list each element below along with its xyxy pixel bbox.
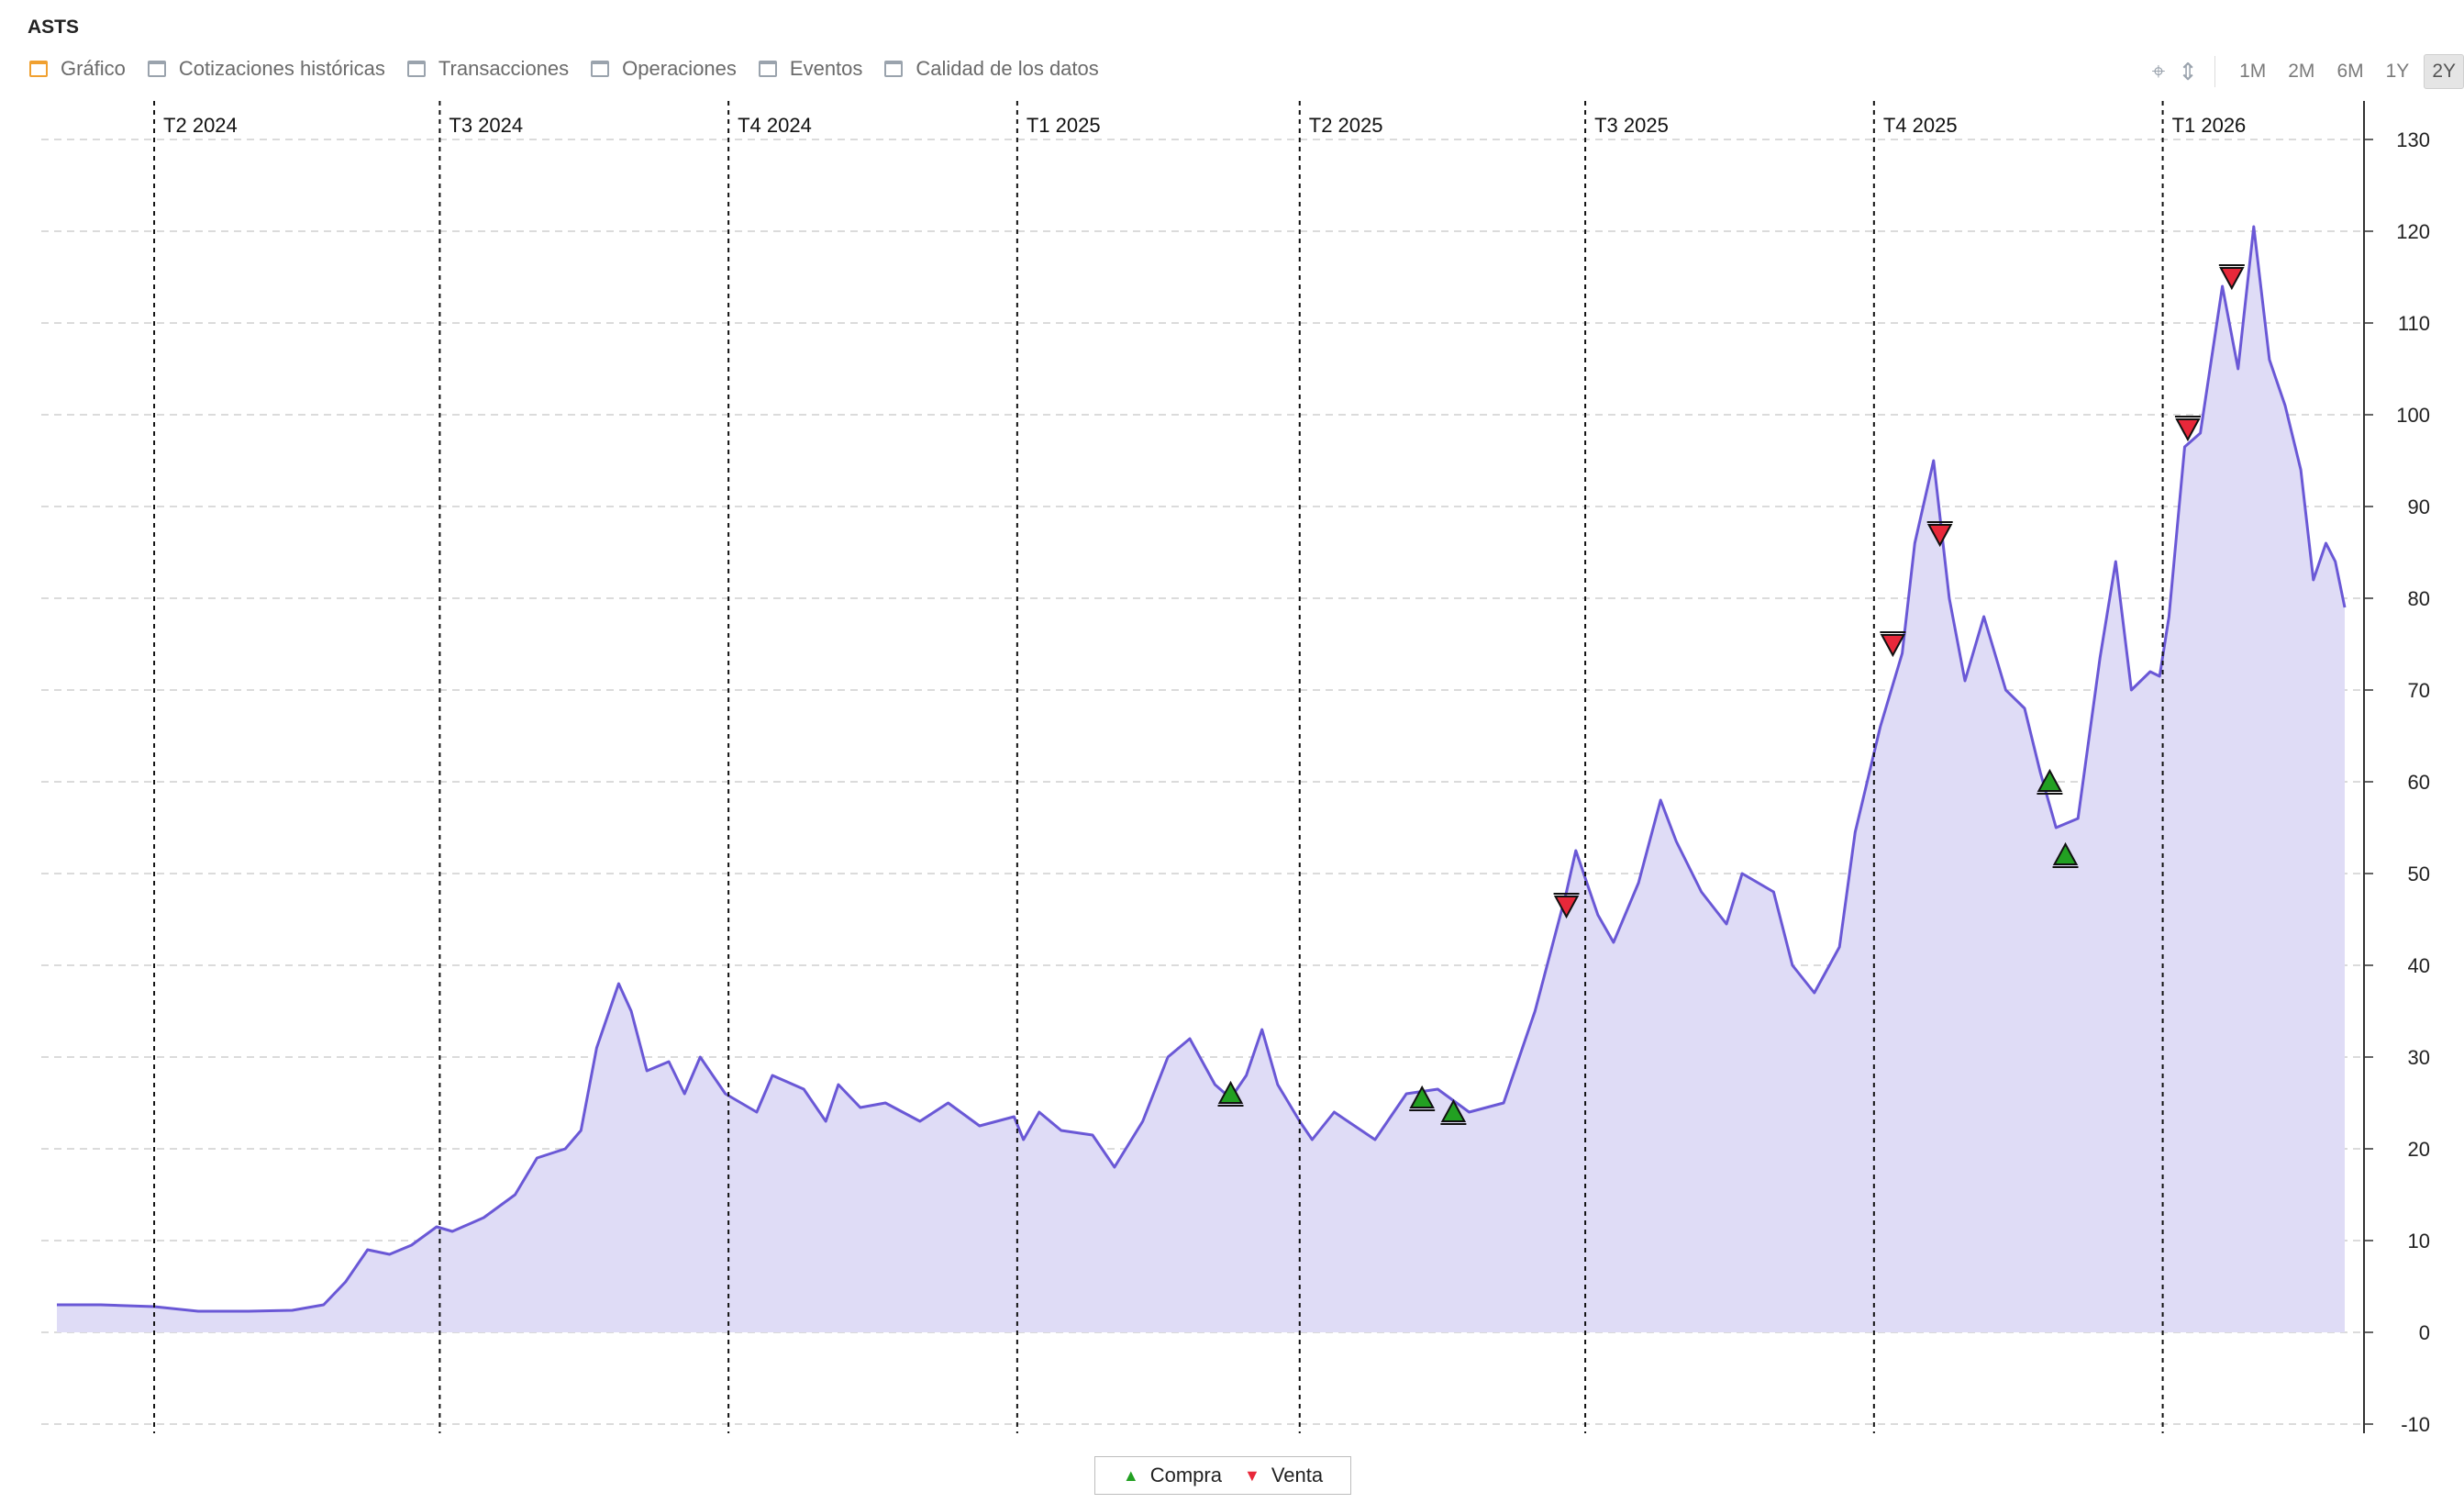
y-tick-label: 50 (2408, 863, 2430, 885)
quarter-label: T2 2025 (1309, 114, 1383, 137)
quarter-label: T2 2024 (163, 114, 238, 137)
tab-label: Operaciones (622, 57, 737, 80)
buy-marker[interactable] (2037, 768, 2063, 792)
quarter-label: T1 2026 (2172, 114, 2247, 137)
tab-operations[interactable]: Operaciones (591, 57, 737, 81)
quarter-label: T3 2024 (449, 114, 523, 137)
y-tick-label: 130 (2396, 128, 2430, 151)
sell-marker[interactable] (2175, 418, 2201, 442)
view-tabs: Gráfico Cotizaciones históricas Transacc… (29, 57, 1121, 81)
range-2y-button[interactable]: 2Y (2424, 54, 2464, 89)
tab-historical-quotes[interactable]: Cotizaciones históricas (147, 57, 385, 81)
range-1y-button[interactable]: 1Y (2385, 61, 2410, 82)
tab-label: Calidad de los datos (916, 57, 1099, 80)
y-tick-label: 0 (2419, 1321, 2430, 1344)
tab-label: Cotizaciones históricas (178, 57, 385, 80)
tab-chart[interactable]: Gráfico (29, 57, 126, 81)
sell-marker[interactable] (1880, 634, 1906, 658)
legend-sell-label: Venta (1271, 1464, 1324, 1486)
legend-buy[interactable]: ▲ Compra (1123, 1464, 1222, 1487)
buy-marker[interactable] (1217, 1080, 1244, 1104)
window-icon (406, 61, 426, 77)
toolbar-divider (2214, 56, 2216, 87)
buy-marker[interactable] (1440, 1098, 1467, 1122)
y-tick-label: 90 (2408, 495, 2430, 518)
sell-marker[interactable] (2219, 267, 2245, 291)
y-tick-label: 30 (2408, 1046, 2430, 1069)
window-icon (758, 61, 777, 77)
window-icon (147, 61, 166, 77)
y-tick-label: -10 (2401, 1413, 2430, 1436)
y-tick-label: 100 (2396, 404, 2430, 427)
sell-marker[interactable] (1926, 524, 1953, 548)
quarter-label: T3 2025 (1594, 114, 1669, 137)
range-1m-button[interactable]: 1M (2239, 61, 2267, 82)
window-icon (884, 61, 904, 77)
y-tick-label: 40 (2408, 954, 2430, 977)
range-6m-button[interactable]: 6M (2336, 61, 2364, 82)
y-tick-label: 110 (2398, 312, 2430, 335)
quarter-label: T1 2025 (1027, 114, 1101, 137)
legend-sell[interactable]: ▼ Venta (1244, 1464, 1323, 1487)
price-area (57, 227, 2345, 1332)
crosshair-icon[interactable]: ⌖ (2151, 57, 2166, 84)
price-line[interactable] (57, 225, 2347, 1313)
chart-legend: ▲ Compra ▼ Venta (1094, 1456, 1351, 1495)
window-icon (29, 61, 48, 77)
legend-buy-label: Compra (1149, 1464, 1222, 1486)
y-tick-label: 20 (2408, 1138, 2430, 1161)
tab-label: Eventos (789, 57, 863, 80)
y-tick-label: 10 (2408, 1230, 2430, 1252)
quarter-label: T4 2025 (1883, 114, 1958, 137)
sell-marker[interactable] (1553, 896, 1580, 919)
y-tick-label: 120 (2396, 220, 2430, 243)
tab-events[interactable]: Eventos (758, 57, 863, 81)
tab-label: Transacciones (438, 57, 570, 80)
price-chart[interactable]: -10 0 10 20 30 40 50 60 70 80 90 100 110 120 130 T2 202… (0, 0, 2464, 1450)
tab-transactions[interactable]: Transacciones (406, 57, 570, 81)
y-tick-label: 60 (2408, 771, 2430, 794)
tab-data-quality[interactable]: Calidad de los datos (884, 57, 1099, 81)
range-2m-button[interactable]: 2M (2288, 61, 2315, 82)
sell-triangle-icon: ▼ (1243, 1465, 1260, 1485)
y-tick-label: 80 (2408, 587, 2430, 610)
buy-marker[interactable] (1409, 1085, 1435, 1108)
buy-triangle-icon: ▲ (1122, 1465, 1139, 1485)
page-title: ASTS (28, 17, 80, 38)
chart-toolbar: ⌖ ⇕ 1M 2M 6M 1Y 2Y (2152, 53, 2464, 90)
window-icon (591, 61, 610, 77)
y-tick-label: 70 (2408, 679, 2430, 702)
tab-label: Gráfico (61, 57, 126, 80)
quarter-label: T4 2024 (738, 114, 812, 137)
buy-marker[interactable] (2052, 841, 2079, 865)
vertical-scale-icon[interactable]: ⇕ (2178, 57, 2199, 85)
